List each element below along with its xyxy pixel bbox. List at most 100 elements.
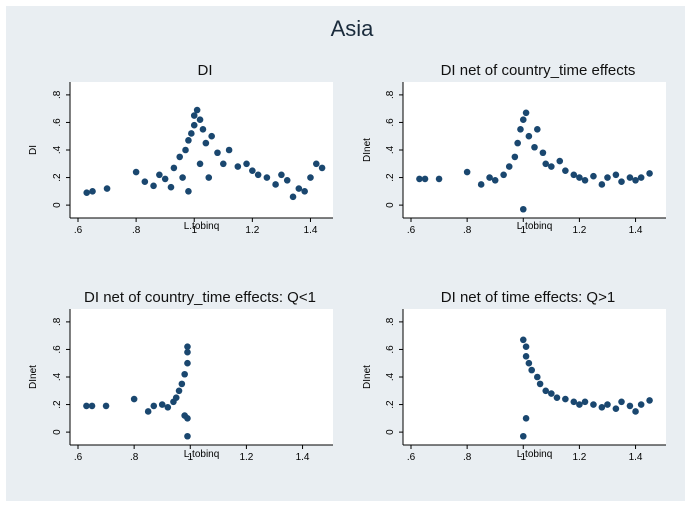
y-tick-label: .8 [385,90,396,99]
scatter-point [301,188,308,195]
scatter-point [172,394,180,401]
scatter-point [646,397,653,404]
scatter-point [542,160,550,168]
plot-area [70,309,333,445]
y-tick-label: .4 [385,372,396,381]
scatter-point [150,182,157,190]
y-tick-label: .4 [385,145,396,154]
scatter-point [88,402,96,410]
scatter-point [632,177,639,184]
y-axis-title: DInet [28,365,39,389]
scatter-point [525,132,533,140]
scatter-point [604,174,611,181]
y-tick-label: 0 [52,429,63,435]
scatter-point [283,177,291,184]
scatter-point [289,193,297,201]
y-tick-label: 0 [385,202,396,208]
x-axis-title: L.tobinq [517,449,553,460]
scatter-point [548,390,555,397]
scatter-point [514,139,521,147]
y-tick-label: .8 [52,317,63,326]
scatter-point [637,401,645,408]
x-tick-label: 1.4 [629,225,643,236]
scatter-point [612,171,620,179]
y-tick-label: .4 [52,145,63,154]
scatter-point [581,177,589,184]
scatter-point [249,167,256,174]
y-tick-label: .2 [52,400,63,409]
y-tick-label: .4 [52,372,63,381]
x-tick-label: .6 [74,225,83,236]
scatter-point [167,183,175,191]
scatter-point [156,171,163,179]
scatter-point [254,171,262,179]
x-axis-title: L.tobinq [517,221,553,232]
scatter-point [318,164,326,172]
scatter-point [626,402,634,410]
scatter-point [278,171,285,179]
scatter-point [103,185,111,192]
y-tick-label: .6 [52,345,63,354]
scatter-point [519,116,527,123]
scatter-point [556,157,564,165]
scatter-point [511,153,519,161]
y-axis-title: DInet [362,138,373,162]
scatter-point [181,412,188,419]
scatter-point [632,408,639,415]
y-tick-label: .8 [385,317,396,326]
scatter-point [83,189,91,197]
scatter-point [188,130,195,137]
x-tick-label: 1 [187,452,193,463]
scatter-point [176,153,184,161]
scatter-point [562,167,569,174]
scatter-point [185,137,192,144]
scatter-point [196,160,204,168]
scatter-point [598,181,606,188]
scatter-point [522,109,530,117]
scatter-point [205,174,213,181]
scatter-point [553,394,561,401]
scatter-point [531,143,538,151]
scatter-point [435,175,443,183]
panel-2: DI net of country_time effects 0 .2 .4 .6 .8.… [362,62,666,236]
scatter-point [519,432,527,440]
scatter-point [570,171,578,179]
figure-title: Asia [331,16,375,41]
scatter-point [522,343,530,350]
x-tick-label: 1 [191,225,197,236]
panel-title: DI net of country_time effects [441,62,636,79]
x-tick-label: .8 [463,452,472,463]
scatter-point [486,174,493,181]
scatter-point [130,395,138,403]
scatter-point [272,181,279,188]
scatter-point [179,174,186,181]
scatter-point [199,126,207,133]
scatter-point [590,401,597,408]
x-tick-label: 1.4 [304,225,318,236]
scatter-point [89,188,96,195]
y-axis-title: DI [28,145,39,155]
scatter-point [525,359,533,367]
scatter-point [539,149,547,157]
scatter-point [190,112,198,119]
panel-title: DI [198,62,213,79]
scatter-point [132,168,140,176]
scatter-point [164,404,172,411]
scatter-point [522,415,530,422]
x-tick-label: 1.2 [245,225,259,236]
scatter-point [196,116,204,123]
scatter-point [225,146,233,154]
scatter-point [637,174,645,181]
scatter-point [542,387,550,395]
scatter-point [548,163,555,170]
scatter-point [202,139,210,147]
scatter-point [83,402,90,410]
scatter-point [184,343,191,350]
scatter-point [102,402,110,410]
scatter-point [646,170,653,177]
scatter-point [178,380,186,388]
scatter-point [491,177,499,184]
scatter-point [536,380,544,388]
y-tick-label: .8 [52,90,63,99]
scatter-point [208,132,215,140]
